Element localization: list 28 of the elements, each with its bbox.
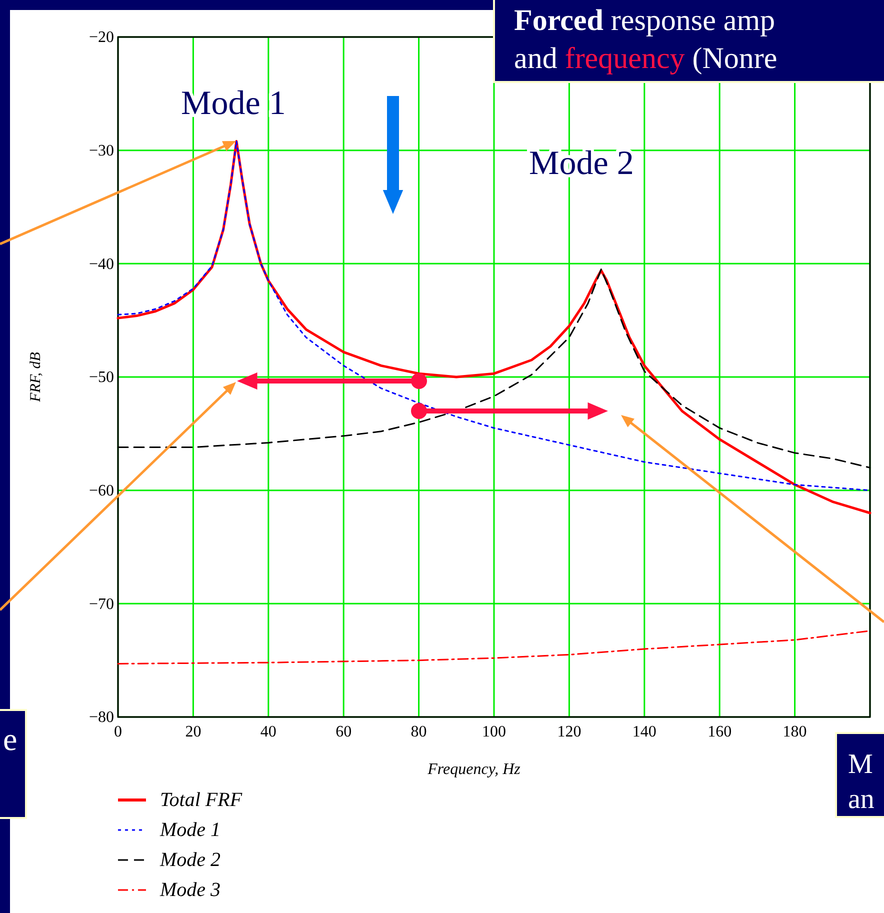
x-tick-label: 180: [782, 723, 807, 740]
x-tick-label: 80: [410, 723, 427, 740]
text: an: [848, 784, 874, 815]
legend-label: Total FRF: [160, 789, 243, 811]
y-tick-label: −40: [88, 256, 114, 273]
y-tick-label: −30: [88, 142, 114, 160]
x-axis-title: Frequency, Hz: [426, 761, 522, 778]
x-tick-label: 140: [632, 723, 656, 740]
x-tick-label: 100: [482, 723, 506, 740]
y-axis-title: FRF, dB: [28, 352, 44, 403]
y-tick-label: −80: [88, 709, 114, 726]
text: e: [3, 721, 18, 757]
y-tick-label: −70: [88, 596, 114, 613]
x-tick-label: 20: [185, 723, 202, 740]
text: M: [848, 749, 873, 780]
legend-label: Mode 2: [159, 849, 221, 871]
y-tick-label: −60: [88, 482, 114, 500]
x-tick-label: 40: [260, 723, 276, 740]
text: Forced response amp: [514, 4, 776, 37]
y-tick-label: −50: [88, 369, 114, 386]
x-tick-label: 160: [708, 723, 732, 740]
y-tick-label: −20: [88, 29, 114, 46]
annotation: and frequency (Nonre: [514, 42, 778, 75]
x-tick-label: 60: [336, 723, 352, 740]
legend-label: Mode 1: [159, 819, 221, 841]
legend-label: Mode 3: [159, 879, 221, 901]
x-tick-label: 120: [557, 723, 582, 740]
x-tick-label: 0: [114, 723, 122, 740]
